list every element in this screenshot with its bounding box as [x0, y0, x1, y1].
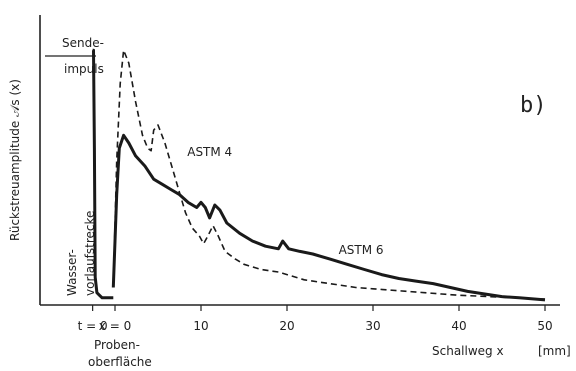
sample-surface-label-1: Proben-	[94, 338, 140, 352]
x-tick-label: 40	[451, 319, 466, 333]
plot-lines	[92, 48, 546, 302]
x-ticks: t = 0x = 0 10 20 30 40 50	[78, 305, 553, 333]
transmit-pulse-label-2: impuls	[64, 62, 104, 76]
x-tick-label: 30	[365, 319, 380, 333]
series-label: ASTM 4	[187, 145, 232, 159]
y-axis-label: Rückstreuamplitude 𝒜s (x)	[8, 79, 22, 241]
x-axis-unit: [mm]	[538, 344, 571, 358]
series-labels: ASTM 4 ASTM 6	[187, 145, 383, 257]
x-axis-label: Schallweg x	[432, 344, 504, 358]
series-line-astm-6	[111, 133, 546, 302]
x-tick-label: 50	[537, 319, 552, 333]
sample-surface-label-2: oberfläche	[88, 355, 152, 369]
series-label: ASTM 6	[339, 243, 384, 257]
x-tick-label: x = 0	[99, 319, 131, 333]
panel-label: b)	[520, 93, 547, 118]
transmit-pulse-line	[92, 48, 114, 300]
x-tick-label: 10	[193, 319, 208, 333]
x-tick-label: t = 0	[78, 319, 108, 333]
water-path-label-1: Wasser-	[65, 249, 79, 296]
series-line-astm-4	[112, 49, 546, 300]
x-tick-label: 20	[279, 319, 294, 333]
transmit-pulse-label-1: Sende-	[62, 36, 104, 50]
